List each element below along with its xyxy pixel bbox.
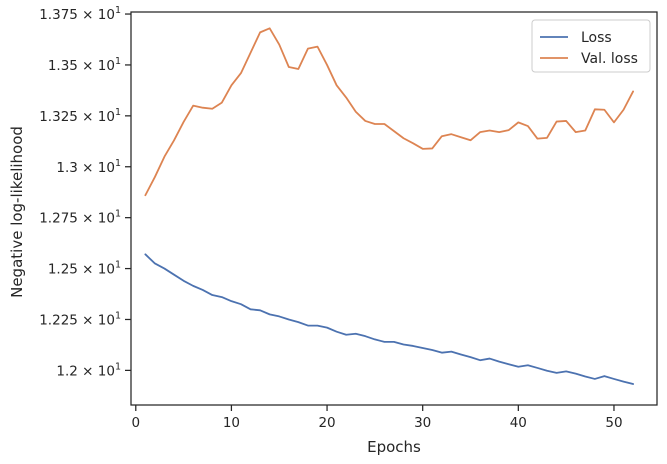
x-tick-label: 20 bbox=[318, 415, 335, 431]
x-axis-label: Epochs bbox=[367, 438, 421, 456]
x-axis-ticks: 0 10 20 30 40 50 bbox=[131, 405, 623, 431]
plot-frame bbox=[130, 11, 658, 406]
legend: Loss Val. loss bbox=[531, 19, 651, 73]
legend-box bbox=[531, 19, 651, 73]
y-tick-label: 1.3 × 101 bbox=[56, 158, 121, 176]
x-tick-label: 0 bbox=[131, 415, 140, 431]
legend-label-loss: Loss bbox=[581, 30, 612, 46]
y-tick-label: 1.325 × 101 bbox=[39, 107, 121, 125]
x-tick-label: 10 bbox=[223, 415, 240, 431]
y-tick-label: 1.25 × 101 bbox=[48, 260, 121, 278]
y-tick-label: 1.225 × 101 bbox=[39, 310, 121, 328]
y-axis-ticks: 1.2 × 101 1.225 × 101 1.25 × 101 1.275 × 10… bbox=[39, 5, 131, 379]
y-tick-label: 1.275 × 101 bbox=[39, 209, 121, 227]
y-tick-label: 1.2 × 101 bbox=[56, 361, 121, 379]
x-tick-label: 50 bbox=[605, 415, 622, 431]
x-tick-label: 40 bbox=[510, 415, 527, 431]
series-line-val-loss bbox=[144, 27, 634, 197]
y-tick-label: 1.375 × 101 bbox=[39, 5, 121, 23]
y-axis-label: Negative log-likelihood bbox=[8, 126, 26, 298]
series-lines bbox=[144, 27, 634, 385]
y-tick-label: 1.35 × 101 bbox=[48, 56, 121, 74]
series-line-loss bbox=[144, 253, 634, 385]
legend-label-val-loss: Val. loss bbox=[581, 51, 638, 67]
x-tick-label: 30 bbox=[414, 415, 431, 431]
